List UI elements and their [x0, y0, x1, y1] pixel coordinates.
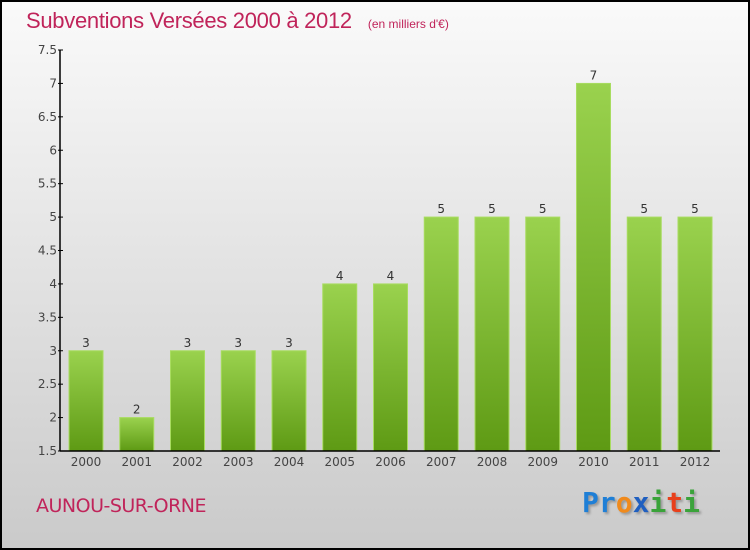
data-label-2001: 2: [133, 403, 141, 417]
data-label-2004: 3: [285, 336, 293, 350]
data-label-2009: 5: [539, 202, 547, 216]
data-label-2005: 4: [336, 269, 344, 283]
y-tick-4: 4: [49, 277, 57, 291]
x-tick-2007: 2007: [426, 455, 457, 469]
bar-2004: [271, 350, 307, 452]
y-tick-2.5: 2.5: [38, 377, 57, 391]
x-tick-2006: 2006: [375, 455, 406, 469]
logo-letter: x: [632, 486, 650, 519]
bar-2011: [626, 216, 662, 452]
y-tick-1.5: 1.5: [38, 444, 57, 458]
bar-2008: [474, 216, 510, 452]
y-tick-5.5: 5.5: [38, 177, 57, 191]
y-tick-3: 3: [49, 344, 57, 358]
commune-name: AUNOU-SUR-ORNE: [36, 495, 207, 517]
data-label-2002: 3: [184, 336, 192, 350]
y-tick-5: 5: [49, 210, 57, 224]
x-tick-2002: 2002: [172, 455, 203, 469]
proxiti-logo: Proxiti: [582, 486, 700, 519]
y-tick-6.5: 6.5: [38, 110, 57, 124]
data-label-2007: 5: [437, 202, 445, 216]
chart-title: Subventions Versées 2000 à 2012: [26, 8, 352, 33]
bar-2005: [322, 283, 358, 452]
logo-letter: t: [666, 486, 684, 519]
x-tick-2008: 2008: [477, 455, 508, 469]
logo-letter: r: [598, 486, 616, 519]
y-tick-3.5: 3.5: [38, 310, 57, 324]
bar-2002: [170, 350, 205, 452]
logo-letter: i: [683, 486, 701, 519]
unit-label: (en milliers d'€): [367, 17, 449, 31]
data-label-2006: 4: [387, 269, 395, 283]
x-tick-2010: 2010: [578, 455, 609, 469]
data-label-2011: 5: [640, 202, 648, 216]
data-label-2010: 7: [590, 68, 598, 82]
x-tick-2003: 2003: [223, 455, 254, 469]
y-tick-4.5: 4.5: [38, 244, 57, 258]
x-tick-2004: 2004: [274, 455, 305, 469]
bar-2006: [373, 283, 408, 452]
x-tick-2011: 2011: [629, 455, 660, 469]
data-label-2008: 5: [488, 202, 496, 216]
bar-2007: [423, 216, 459, 452]
x-tick-2001: 2001: [121, 455, 152, 469]
bar-2010: [576, 82, 611, 452]
data-label-2000: 3: [82, 336, 90, 350]
data-label-2012: 5: [691, 202, 699, 216]
bar-2003: [220, 350, 256, 452]
y-tick-6: 6: [49, 143, 57, 157]
x-tick-2000: 2000: [71, 455, 102, 469]
bar-2012: [677, 216, 713, 452]
x-tick-2009: 2009: [527, 455, 558, 469]
logo-letter: P: [582, 486, 599, 519]
x-tick-2005: 2005: [324, 455, 355, 469]
x-tick-2012: 2012: [680, 455, 711, 469]
chart-header: Subventions Versées 2000 à 2012 (en mill…: [26, 8, 449, 34]
y-tick-7: 7: [49, 76, 57, 90]
bar-2000: [68, 350, 104, 452]
bar-2001: [119, 417, 155, 452]
logo-letter: o: [615, 486, 633, 519]
y-tick-7.5: 7.5: [38, 43, 57, 57]
data-label-2003: 3: [234, 336, 242, 350]
y-tick-2: 2: [49, 411, 57, 425]
bar-2009: [525, 216, 561, 452]
logo-letter: i: [649, 486, 667, 519]
